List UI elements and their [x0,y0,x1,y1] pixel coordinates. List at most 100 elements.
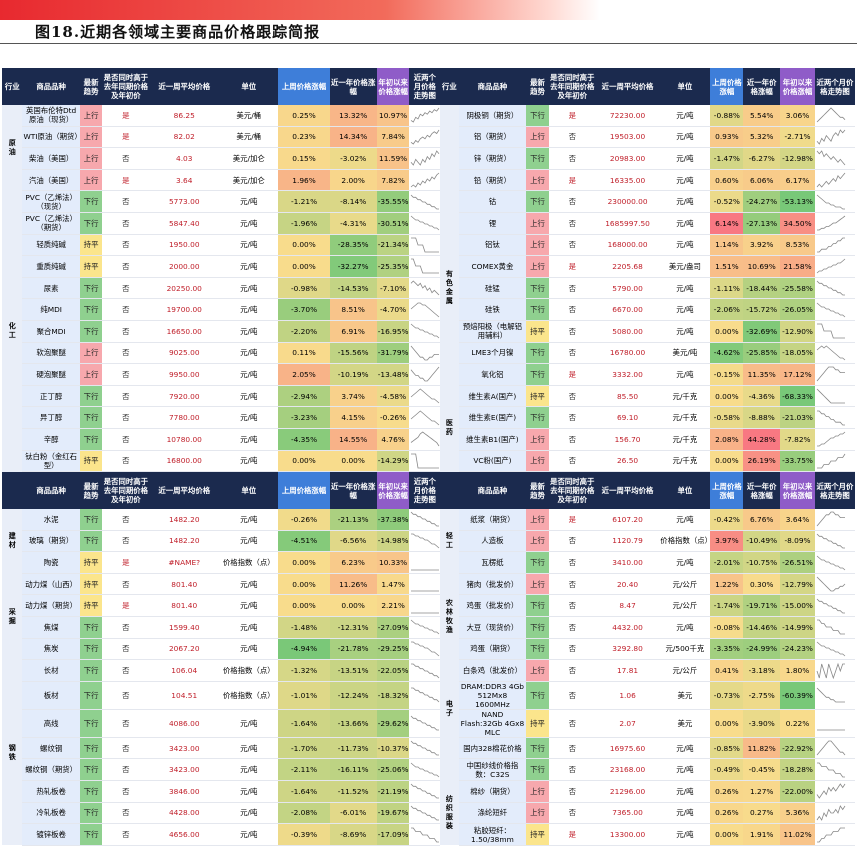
ytd-change-left: -27.09% [376,616,410,639]
year-change-right: 0.27% [743,802,781,825]
ytd-change-right: -25.58% [780,277,815,300]
sparkline-path [411,194,440,210]
high-flag-right: 否 [548,385,596,408]
year-change-right: -19.71% [743,594,781,618]
sparkline-cell-right [814,255,855,278]
avg-price-left: 3423.00 [149,758,220,782]
week-change-left: -2.20% [278,320,330,343]
high-flag-right: 否 [548,147,596,170]
product-name-left: 镀锌板卷 [22,823,80,846]
sparkline-chart [816,172,846,188]
year-change-right: -4.36% [743,385,781,408]
sparkline-cell-right [814,169,855,192]
year-change-right: -6.27% [743,147,781,170]
unit-right: 元/吨 [659,758,711,782]
high-flag-right: 否 [548,780,596,803]
week-change-right: -0.52% [710,190,744,213]
table-row: 螺纹钢 下行否 3423.00 元/吨 -1.70% -11.73% -10.37% 国内32… [2,737,855,781]
header-ytd-right: 年初以来价格涨幅 [780,471,815,510]
sparkline-path [816,129,846,145]
week-change-right: -3.35% [710,638,744,661]
sparkline-path [411,172,440,188]
table-row: 钢 铁长材 下行否 106.04 价格指数（点） -1.32% -13.51% -22.05… [2,659,855,846]
year-change-left: 13.32% [329,105,377,127]
year-change-left: 3.74% [329,385,377,408]
year-change-left: -4.31% [329,212,377,235]
industry-label-right: 医 药 [440,385,459,472]
sparkline-cell-left [409,616,441,639]
product-name-right: LME3个月镍 [458,342,527,365]
sparkline-chart [816,511,845,527]
sparkline-chart [411,388,440,404]
ytd-change-right: 0.22% [780,709,815,738]
ytd-change-left: -30.51% [376,212,410,235]
sparkline-path [411,533,440,549]
header-avg-right: 近一周平均价格 [595,68,660,105]
year-change-left: 14.55% [329,428,377,451]
product-name-left: 螺纹钢 [22,737,80,760]
table-row: 热轧板卷 下行否 3846.00 元/吨 -1.64% -11.52% -21.19% 纺 织… [2,780,855,846]
sparkline-cell-right [814,594,855,618]
product-name-right: 瓦楞纸 [458,551,527,574]
sparkline-chart [411,108,440,123]
year-change-right: 3.92% [743,234,781,257]
high-flag-right: 否 [548,406,596,429]
sparkline-chart [816,259,846,274]
ytd-change-right: -21.03% [780,406,815,429]
avg-price-left: #NAME? [149,551,220,574]
trend-badge-left: 持平 [79,255,103,278]
avg-price-left: 9025.00 [149,342,220,365]
trend-badge-right: 上行 [526,509,549,531]
sparkline-path [816,453,846,469]
avg-price-right: 230000.00 [595,190,660,213]
week-change-right: 0.00% [710,385,744,408]
avg-price-left: 82.02 [149,126,220,149]
table-row: 采 掘动力煤（山西） 持平否 801.40 元/吨 0.00% 11.26% 1.47% 农 … [2,573,855,660]
year-change-right: 11.35% [743,363,781,386]
ytd-change-right: 1.80% [780,659,815,682]
avg-price-right: 20.40 [595,573,660,596]
sparkline-chart [816,555,846,570]
header-avg: 近一周平均价格 [149,68,220,105]
sparkline-chart [816,280,845,296]
sparkline-path [816,783,846,800]
sparkline-cell-left [409,255,441,278]
high-flag-right: 是 [548,509,596,531]
sparkline-chart [411,663,440,678]
sparkline-cell-right [814,530,855,553]
sparkline-path [411,410,440,425]
sparkline-cell-right [814,709,855,738]
product-name-left: WTI原油（期货） [22,126,80,149]
week-change-left: 0.00% [278,255,330,278]
sparkline-path [816,598,845,614]
ytd-change-right: -53.13% [780,190,815,213]
high-flag-left: 否 [102,406,150,429]
ytd-change-left: 10.97% [376,105,410,127]
unit-left: 元/吨 [219,737,279,760]
sparkline-chart [411,453,440,469]
high-flag-right: 否 [548,126,596,149]
ytd-change-left: -35.55% [376,190,410,213]
product-name-right: 猪肉（批发价） [458,573,527,596]
year-change-left: -3.02% [329,147,377,170]
sparkline-chart [411,590,440,592]
product-name-right: 锌（期货） [458,147,527,170]
header-wk: 上周价格涨幅 [278,471,330,510]
product-name-right: 国内328棉花价格 [458,737,527,760]
week-change-right: -1.74% [710,594,744,618]
ytd-change-right: 6.17% [780,169,815,192]
year-change-right: -15.72% [743,298,781,321]
year-change-left: -12.31% [329,616,377,639]
high-flag-left: 否 [102,255,150,278]
unit-right: 元/吨 [659,298,711,321]
trend-badge-left: 下行 [79,190,103,213]
ytd-change-right: 11.02% [780,823,815,846]
sparkline-chart [411,687,440,703]
table-row: 钛白粉（金红石型） 持平否 16800.00 元/吨 0.00% 0.00% -14.29%… [2,450,855,473]
week-change-right: -0.88% [710,105,744,127]
week-change-left: 0.00% [278,450,330,473]
header-avg: 近一周平均价格 [149,471,220,510]
sparkline-path [816,302,846,317]
trend-badge-left: 上行 [79,105,103,127]
year-change-left: 6.91% [329,320,377,343]
